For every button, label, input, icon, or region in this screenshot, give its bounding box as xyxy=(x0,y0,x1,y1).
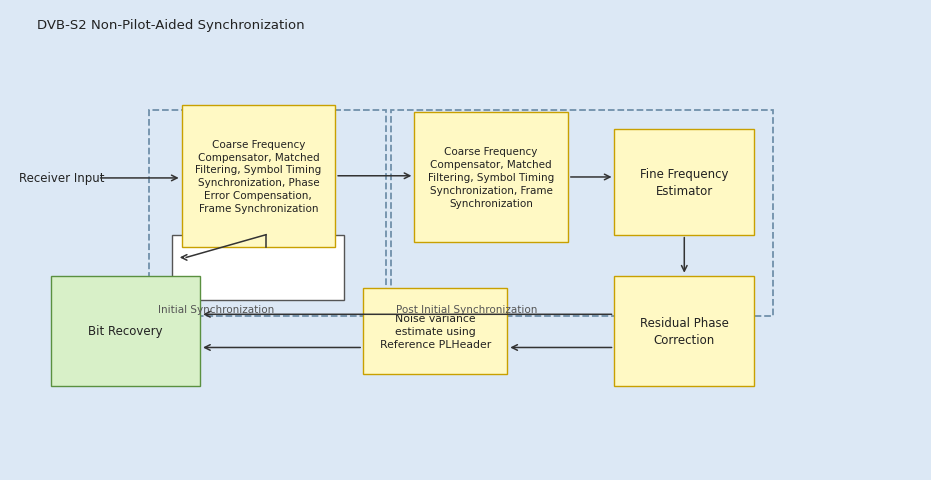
Text: DVB-S2 Non-Pilot-Aided Synchronization: DVB-S2 Non-Pilot-Aided Synchronization xyxy=(37,19,304,32)
Bar xyxy=(614,276,754,386)
Text: Coarse Frequency
Compensator, Matched
Filtering, Symbol Timing
Synchronization, : Coarse Frequency Compensator, Matched Fi… xyxy=(196,140,321,213)
Bar xyxy=(51,276,200,386)
Text: Bit Recovery: Bit Recovery xyxy=(88,324,163,338)
Text: Residual Phase
Correction: Residual Phase Correction xyxy=(640,316,729,346)
Bar xyxy=(391,110,773,317)
Bar xyxy=(614,130,754,235)
Text: Post Initial Synchronization: Post Initial Synchronization xyxy=(396,304,537,314)
Bar xyxy=(414,113,568,242)
Bar xyxy=(363,288,507,374)
Text: Receiver Input: Receiver Input xyxy=(19,172,104,185)
Bar xyxy=(172,235,344,300)
Bar xyxy=(149,110,386,317)
Text: Initial Synchronization: Initial Synchronization xyxy=(158,304,275,314)
Text: Noise variance
estimate using
Reference PLHeader: Noise variance estimate using Reference … xyxy=(380,313,491,349)
Bar xyxy=(182,106,335,247)
Text: Fine Frequency
Estimator: Fine Frequency Estimator xyxy=(640,168,729,197)
Text: Coarse Frequency
Compensator, Matched
Filtering, Symbol Timing
Synchronization, : Coarse Frequency Compensator, Matched Fi… xyxy=(428,147,554,208)
